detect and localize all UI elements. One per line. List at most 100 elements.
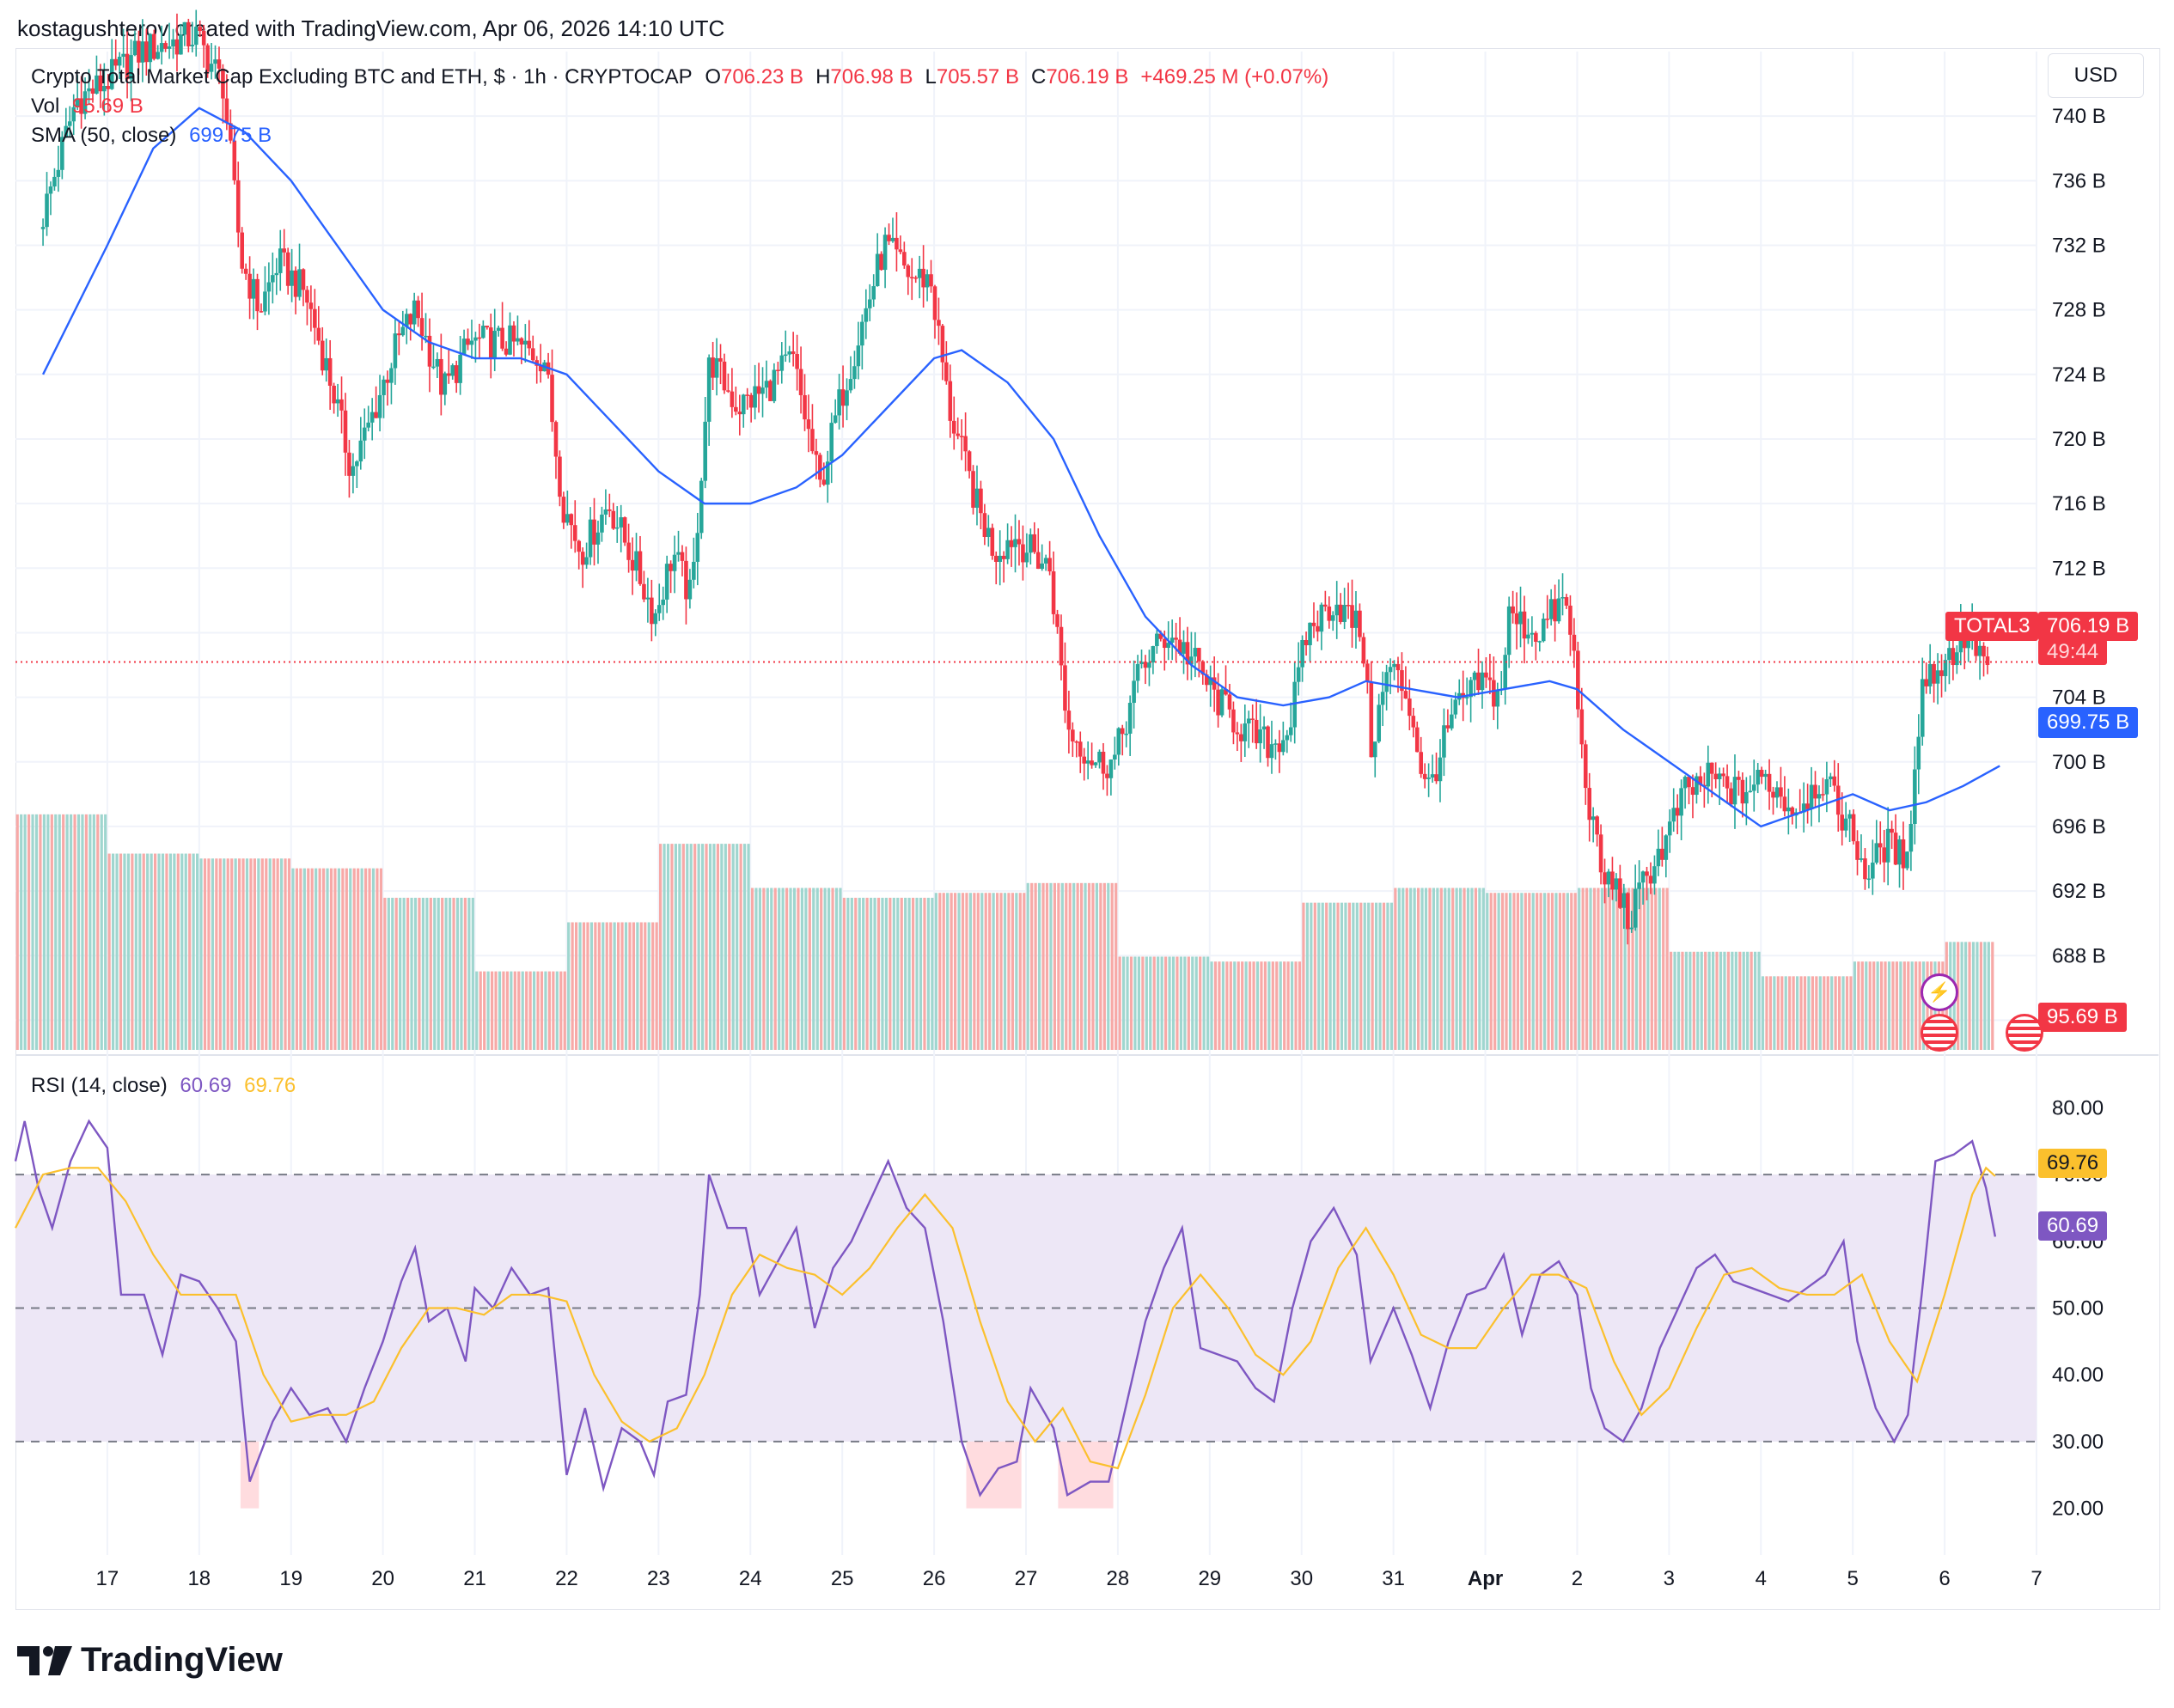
change-value: +469.25 M (+0.07%) [1140,65,1329,88]
candle-body [1645,871,1649,876]
candle-body [174,39,180,55]
candle-body [1426,777,1431,779]
volume-bar [1305,902,1310,1050]
volume-bar [1508,893,1512,1050]
us-flag-event-icon[interactable] [2006,1014,2043,1052]
candle-body [1568,605,1572,635]
candle-body [167,46,172,49]
volume-bar [1168,956,1171,1050]
candle-body [530,348,535,361]
volume-bar [720,844,724,1050]
sma-price-tag: 699.75 B [2038,707,2139,738]
candle-body [1637,882,1641,889]
candle-body [79,98,83,114]
volume-bar [1620,888,1623,1050]
volume-bar [1650,888,1653,1050]
volume-bar [797,888,800,1050]
volume-bar [413,897,418,1050]
candle-body [626,542,631,560]
volume-bar [425,897,429,1050]
candle-body [1518,611,1523,625]
rsi-legend[interactable]: RSI (14, close) 60.69 69.76 [31,1074,302,1098]
candle-body [895,237,899,250]
volume-bar [157,853,161,1050]
volume-bar [1818,976,1822,1050]
date-tick-label: 28 [1107,1567,1130,1590]
candle-body [990,528,995,556]
candle-body [1200,661,1206,675]
candle-body [871,286,876,300]
volume-bar [1807,976,1811,1050]
us-flag-event-icon[interactable] [1921,1014,1958,1052]
volume-bar [1872,961,1876,1050]
candle-body [890,237,895,241]
volume-bar [1374,902,1378,1050]
volume-bar [1784,976,1787,1050]
candle-body [998,555,1003,562]
candle-body [1177,639,1182,654]
candle-body [1767,773,1772,792]
volume-bar [1968,942,1971,1050]
candle-body [1801,803,1806,813]
symbol-title[interactable]: Crypto Total Market Cap Excluding BTC an… [31,65,693,88]
currency-selector[interactable]: USD [2048,53,2144,98]
candle-body [1480,672,1485,691]
candle-body [1687,777,1691,788]
candle-body [614,527,620,529]
volume-bar [620,922,624,1050]
candle-body [1690,787,1695,796]
date-tick-label: 2 [1572,1567,1583,1590]
volume-bar [602,922,605,1050]
volume-bar [628,922,632,1050]
volume-bar [1416,888,1420,1050]
candle-body [1721,773,1725,777]
volume-bar [1765,976,1768,1050]
open-value: 706.23 B [720,65,804,88]
candle-body [282,248,287,253]
volume-bar [1478,888,1481,1050]
volume-label: Vol [31,95,60,118]
candle-body [929,274,933,287]
lightning-event-icon[interactable]: ⚡ [1921,973,1958,1011]
candle-body [1920,679,1925,737]
candle-body [332,385,336,404]
tradingview-logo[interactable]: TradingView [17,1641,283,1680]
volume-bar [1876,961,1879,1050]
volume-bar [869,897,873,1050]
candle-body [695,533,700,562]
candle-body [1281,740,1285,753]
volume-bar [314,868,318,1050]
volume-bar [1218,961,1221,1050]
candle-body [1243,723,1248,741]
candle-body [435,358,440,367]
volume-bar [705,844,708,1050]
candle-body [1901,839,1906,869]
candle-body [730,391,735,407]
volume-bar [1023,893,1026,1050]
candle-body [1219,689,1224,716]
volume-bar [1045,882,1049,1050]
volume-bar [728,844,731,1050]
volume-bar [1068,882,1072,1050]
volume-bar [50,814,53,1050]
volume-bar [1451,888,1455,1050]
candle-body [860,321,864,346]
candle-body [879,253,883,271]
volume-bar [1003,893,1007,1050]
candle-body [362,427,367,441]
sma-legend[interactable]: SMA (50, close) 699.75 B [31,124,278,148]
volume-legend[interactable]: Vol 95.69 B [31,95,150,119]
volume-bar [1486,893,1489,1050]
volume-bar [1845,976,1849,1050]
candle-body [760,387,765,394]
volume-bar [926,897,931,1050]
volume-bar [552,971,555,1050]
date-tick-label: 26 [923,1567,946,1590]
volume-bar [1604,888,1608,1050]
candle-body [1169,637,1175,644]
volume-bar [510,971,513,1050]
candle-body [40,227,46,229]
volume-bar [153,853,157,1050]
candle-body [664,564,669,600]
